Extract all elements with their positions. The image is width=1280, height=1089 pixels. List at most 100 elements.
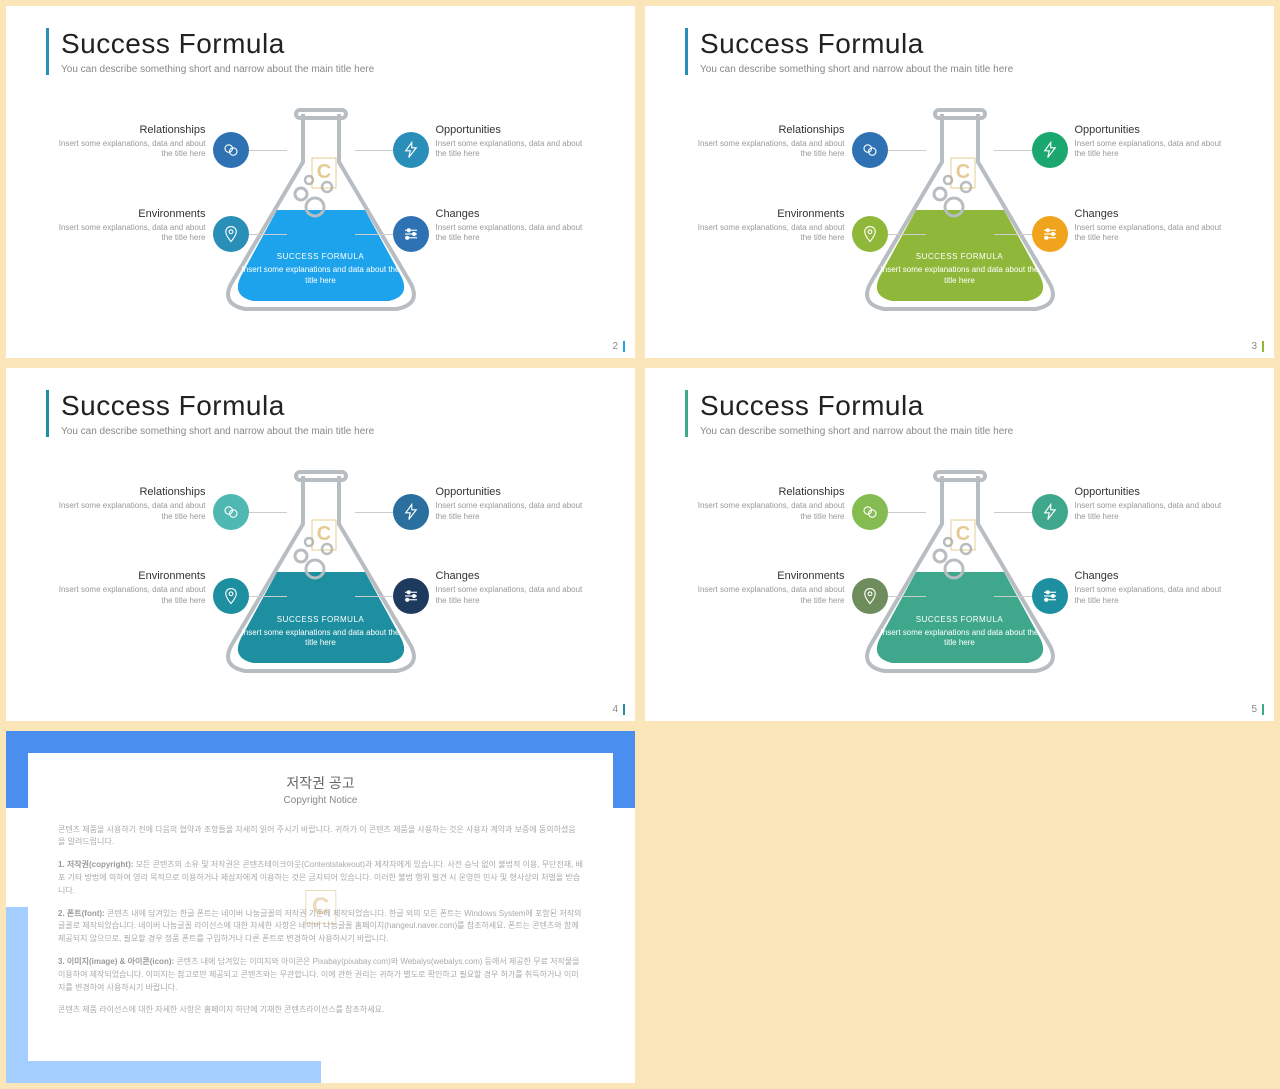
item-br: Changes Insert some explanations, data a…	[1075, 570, 1225, 606]
item-desc: Insert some explanations, data and about…	[1075, 139, 1225, 160]
item-desc: Insert some explanations, data and about…	[56, 501, 206, 522]
slide-title: Success Formula	[61, 28, 374, 60]
item-bl: Environments Insert some explanations, d…	[695, 208, 845, 244]
chat-icon	[852, 132, 888, 168]
svg-text:C: C	[955, 161, 969, 183]
cp-p5: 콘텐츠 제품 라이선스에 대한 자세한 사항은 홈페이지 하단에 기재한 콘텐츠…	[58, 1004, 583, 1017]
item-title: Relationships	[695, 124, 845, 136]
page-number: 4	[612, 704, 625, 715]
slide-5: Success Formula You can describe somethi…	[645, 368, 1274, 720]
slide-4: Success Formula You can describe somethi…	[6, 368, 635, 720]
slide-content: C SUCCESS FORMULA Insert some explanatio…	[6, 458, 635, 700]
empty-cell	[645, 731, 1274, 1083]
item-tl: Relationships Insert some explanations, …	[56, 486, 206, 522]
item-desc: Insert some explanations, data and about…	[695, 585, 845, 606]
bolt-icon	[393, 494, 429, 530]
item-desc: Insert some explanations, data and about…	[56, 139, 206, 160]
flask-text: SUCCESS FORMULA Insert some explanations…	[241, 252, 401, 286]
item-title: Changes	[436, 208, 586, 220]
item-bl: Environments Insert some explanations, d…	[695, 570, 845, 606]
connector	[249, 512, 287, 513]
flask-label: SUCCESS FORMULA	[880, 252, 1040, 261]
cp-p1: 콘텐츠 제품을 사용하기 전에 다음의 협약과 조항들을 자세히 읽어 주시기 …	[58, 824, 583, 850]
item-title: Opportunities	[1075, 124, 1225, 136]
slide-2: Success Formula You can describe somethi…	[6, 6, 635, 358]
item-desc: Insert some explanations, data and about…	[695, 139, 845, 160]
slide-subtitle: You can describe something short and nar…	[61, 426, 374, 437]
connector	[355, 150, 393, 151]
item-desc: Insert some explanations, data and about…	[1075, 223, 1225, 244]
item-tr: Opportunities Insert some explanations, …	[1075, 486, 1225, 522]
bolt-icon	[1032, 132, 1068, 168]
flask-desc: Insert some explanations and data about …	[241, 628, 401, 649]
item-desc: Insert some explanations, data and about…	[56, 223, 206, 244]
slide-subtitle: You can describe something short and nar…	[700, 64, 1013, 75]
slide-header: Success Formula You can describe somethi…	[685, 28, 1013, 75]
connector	[994, 596, 1032, 597]
connector	[355, 234, 393, 235]
cp-inner: 저작권 공고 Copyright Notice 콘텐츠 제품을 사용하기 전에 …	[28, 753, 613, 1061]
cp-body: 콘텐츠 제품을 사용하기 전에 다음의 협약과 조항들을 자세히 읽어 주시기 …	[58, 824, 583, 1018]
flask-desc: Insert some explanations and data about …	[880, 628, 1040, 649]
slide-content: C SUCCESS FORMULA Insert some explanatio…	[645, 458, 1274, 700]
item-tl: Relationships Insert some explanations, …	[56, 124, 206, 160]
connector	[249, 596, 287, 597]
connector	[249, 150, 287, 151]
slide-content: C SUCCESS FORMULA Insert some explanatio…	[6, 96, 635, 338]
pin-icon	[852, 578, 888, 614]
cp-p3: 2. 폰트(font): 콘텐츠 내에 담겨있는 한글 폰트는 네이버 나눔글꼴…	[58, 908, 583, 946]
item-desc: Insert some explanations, data and about…	[695, 223, 845, 244]
item-title: Relationships	[56, 124, 206, 136]
page-number: 2	[612, 341, 625, 352]
item-title: Opportunities	[436, 486, 586, 498]
item-tl: Relationships Insert some explanations, …	[695, 486, 845, 522]
pin-icon	[213, 578, 249, 614]
flask-desc: Insert some explanations and data about …	[241, 265, 401, 286]
item-br: Changes Insert some explanations, data a…	[436, 208, 586, 244]
item-desc: Insert some explanations, data and about…	[1075, 585, 1225, 606]
slide-title: Success Formula	[700, 28, 1013, 60]
cp-title: 저작권 공고	[58, 773, 583, 793]
item-br: Changes Insert some explanations, data a…	[1075, 208, 1225, 244]
item-title: Changes	[1075, 570, 1225, 582]
item-tr: Opportunities Insert some explanations, …	[436, 486, 586, 522]
item-bl: Environments Insert some explanations, d…	[56, 570, 206, 606]
slide-subtitle: You can describe something short and nar…	[61, 64, 374, 75]
item-title: Relationships	[56, 486, 206, 498]
flask-text: SUCCESS FORMULA Insert some explanations…	[880, 615, 1040, 649]
item-desc: Insert some explanations, data and about…	[56, 585, 206, 606]
flask-label: SUCCESS FORMULA	[880, 615, 1040, 624]
cp-p2: 1. 저작권(copyright): 모든 콘텐츠의 소유 및 저작권은 콘텐츠…	[58, 859, 583, 897]
slide-3: Success Formula You can describe somethi…	[645, 6, 1274, 358]
connector	[994, 150, 1032, 151]
connector	[888, 596, 926, 597]
flask-label: SUCCESS FORMULA	[241, 252, 401, 261]
item-title: Environments	[56, 208, 206, 220]
slide-header: Success Formula You can describe somethi…	[46, 390, 374, 437]
connector	[355, 596, 393, 597]
item-title: Environments	[695, 570, 845, 582]
slide-grid: Success Formula You can describe somethi…	[6, 6, 1274, 1083]
sliders-icon	[393, 216, 429, 252]
connector	[888, 234, 926, 235]
svg-text:C: C	[316, 523, 330, 545]
connector	[994, 234, 1032, 235]
flask-desc: Insert some explanations and data about …	[880, 265, 1040, 286]
connector	[888, 150, 926, 151]
page-number: 5	[1251, 704, 1264, 715]
item-tr: Opportunities Insert some explanations, …	[1075, 124, 1225, 160]
item-desc: Insert some explanations, data and about…	[436, 501, 586, 522]
svg-text:C: C	[316, 161, 330, 183]
item-tr: Opportunities Insert some explanations, …	[436, 124, 586, 160]
item-desc: Insert some explanations, data and about…	[436, 585, 586, 606]
item-title: Changes	[436, 570, 586, 582]
pin-icon	[213, 216, 249, 252]
chat-icon	[213, 494, 249, 530]
connector	[249, 234, 287, 235]
flask-text: SUCCESS FORMULA Insert some explanations…	[241, 615, 401, 649]
bolt-icon	[393, 132, 429, 168]
flask-text: SUCCESS FORMULA Insert some explanations…	[880, 252, 1040, 286]
item-tl: Relationships Insert some explanations, …	[695, 124, 845, 160]
connector	[994, 512, 1032, 513]
slide-title: Success Formula	[700, 390, 1013, 422]
